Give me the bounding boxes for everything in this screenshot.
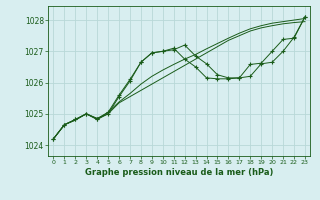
X-axis label: Graphe pression niveau de la mer (hPa): Graphe pression niveau de la mer (hPa) <box>85 168 273 177</box>
